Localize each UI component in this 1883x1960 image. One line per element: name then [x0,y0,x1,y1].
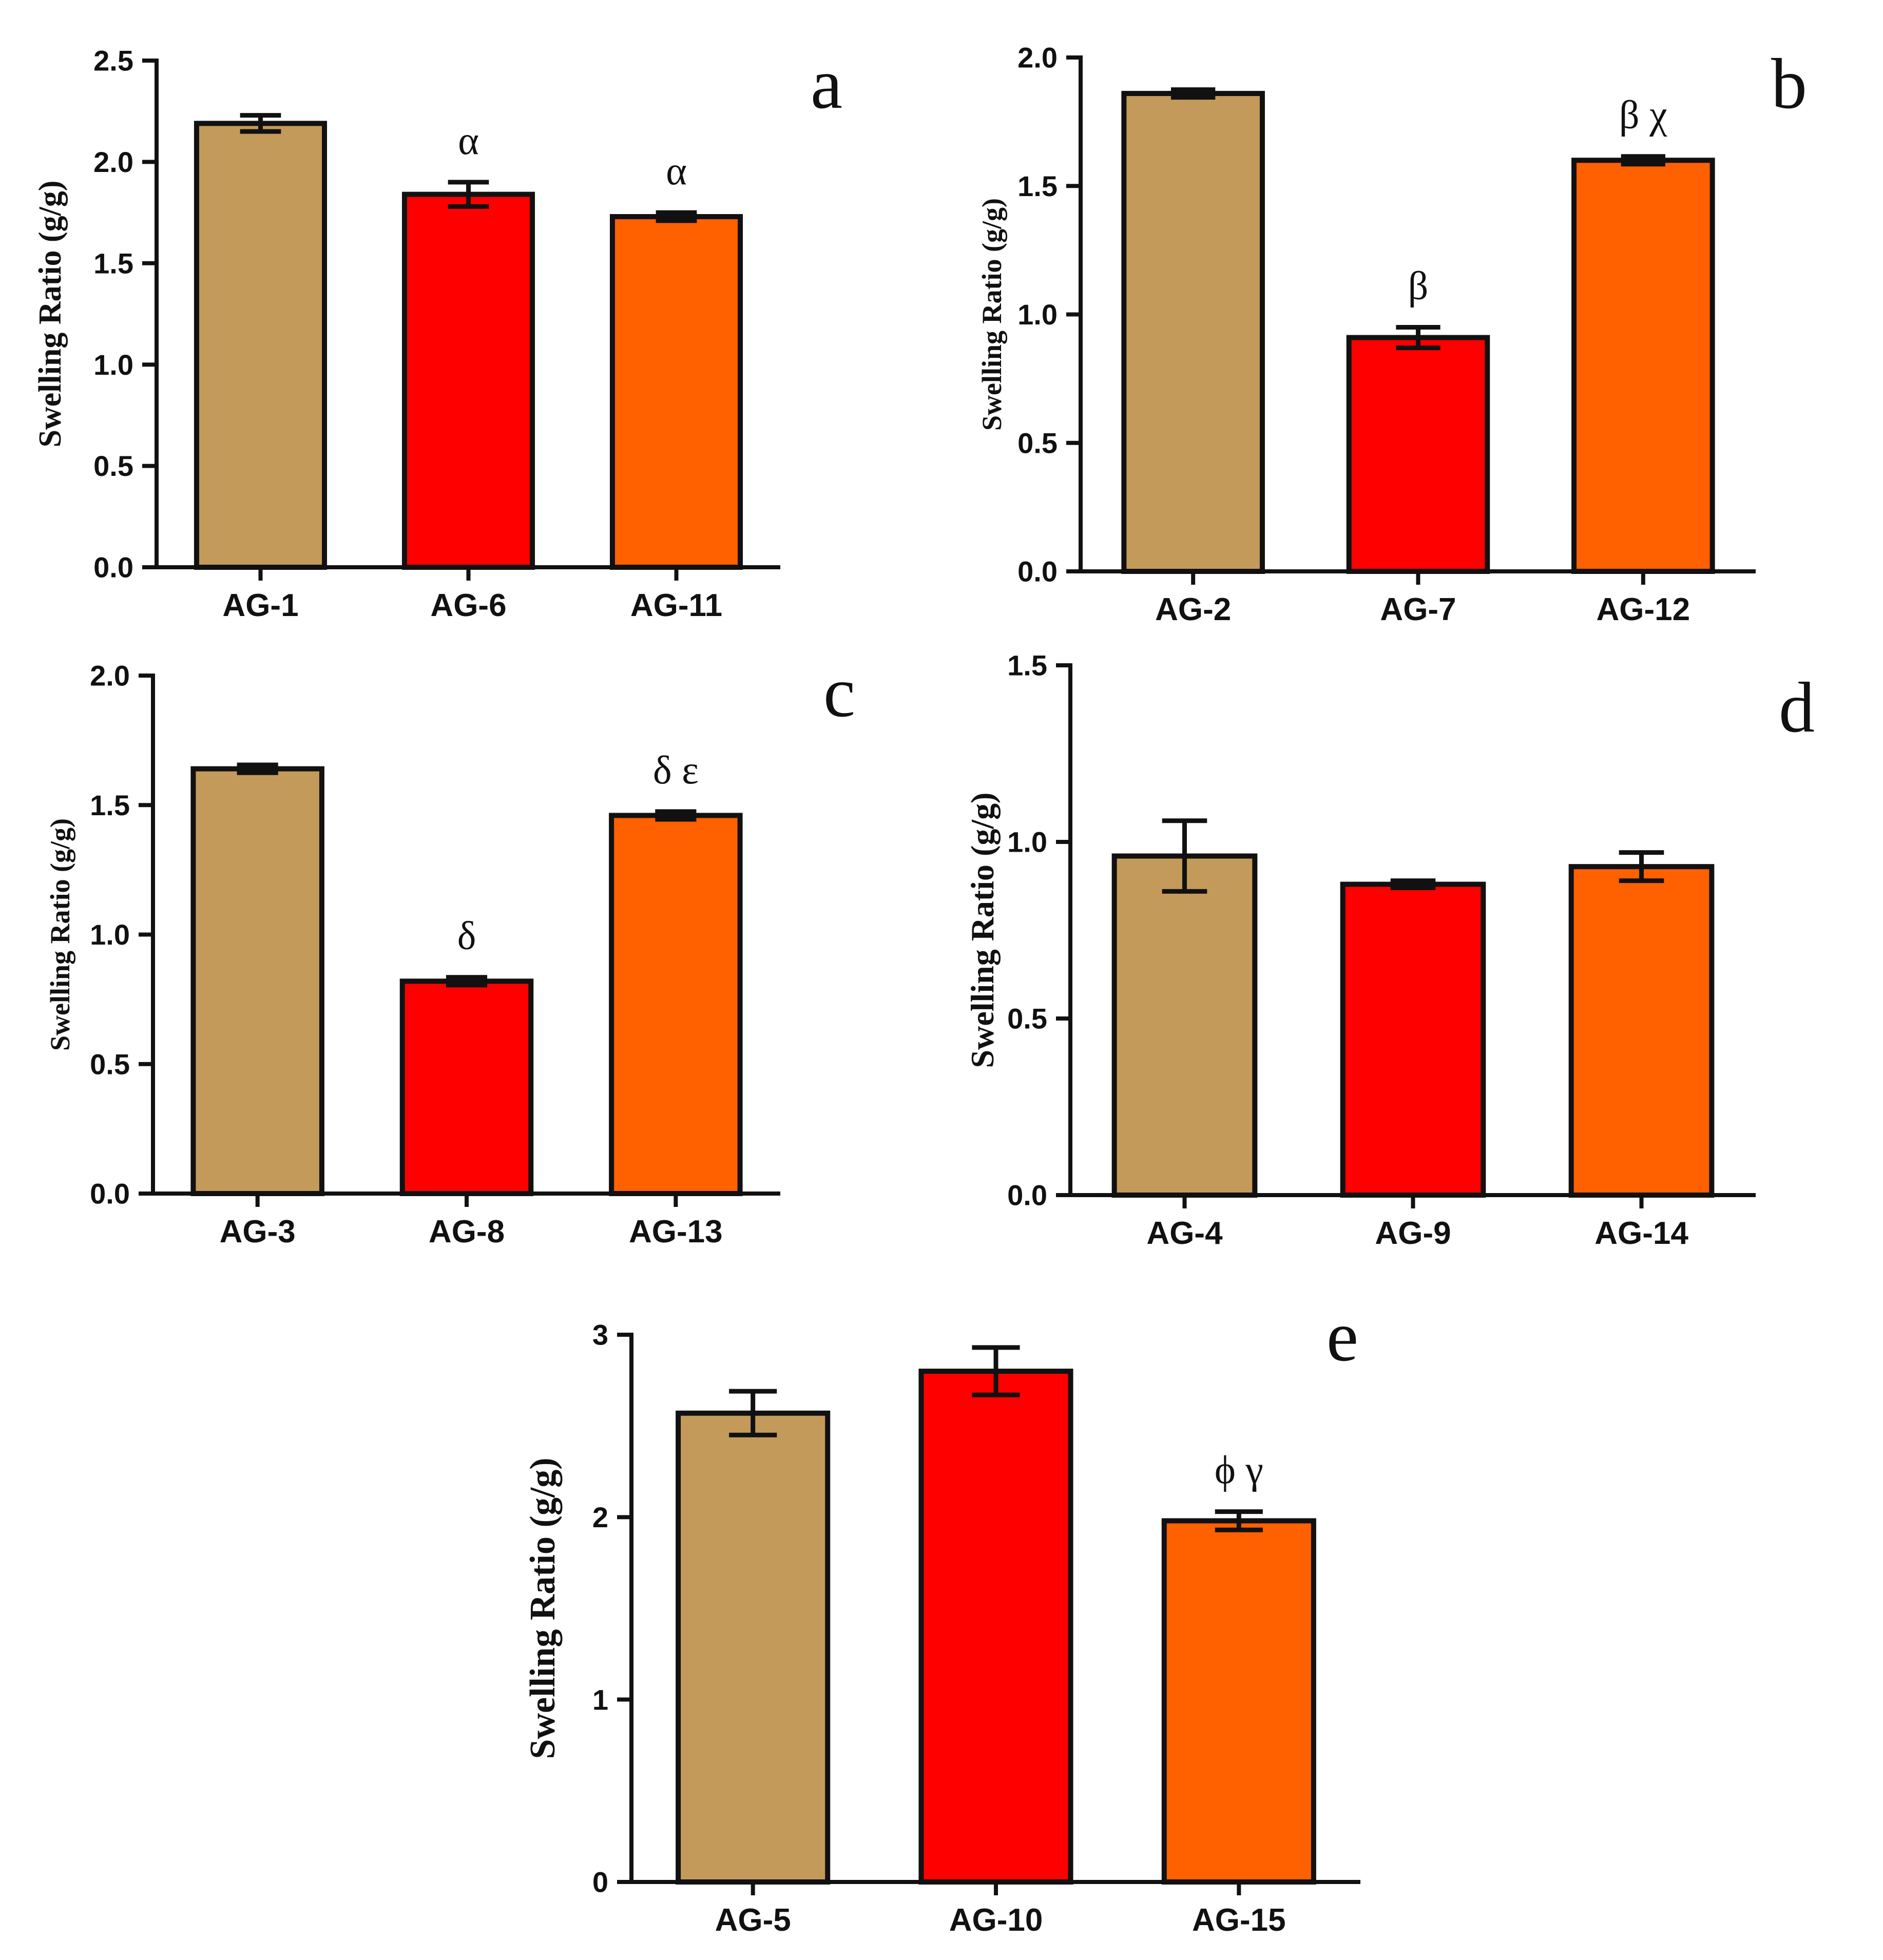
panel-b-letter: b [1771,44,1807,124]
panel-a-bar-ag-11 [609,214,743,570]
panel-a-category-label: AG-11 [630,588,722,623]
panel-c-y-tick-label: 1.0 [90,918,130,951]
panel-b-y-tick-label: 1.0 [1017,298,1058,331]
panel-e-bar-ag-5 [676,1410,831,1885]
panel-d-y-tick-label: 1.5 [1007,649,1047,682]
panel-e-letter: e [1327,1297,1358,1376]
panel-e-category-label: AG-10 [949,1903,1043,1938]
panel-a-category-label: AG-1 [222,588,298,623]
panel-b-y-tick-label: 2.0 [1017,42,1058,74]
panel-a-bar-ag-1 [194,121,328,570]
panel-d-bar-ag-9 [1340,881,1486,1198]
panel-e-bar-ag-10 [918,1369,1073,1885]
panel-a-letter: a [811,44,842,124]
panel-d-y-tick-label: 0.0 [1007,1179,1047,1212]
panel-b-y-tick-label: 0.5 [1017,427,1058,459]
panel-d-y-axis-title: Swelling Ratio (g/g) [964,793,1001,1068]
panel-a-y-tick-label: 1.0 [93,349,133,381]
panel-a-y-tick-label: 2.5 [93,45,133,77]
panel-a-y-tick-label: 1.5 [93,247,133,279]
panel-a-y-tick-label: 0.0 [93,551,133,584]
panel-c-category-label: AG-3 [220,1214,296,1250]
panel-c-bar-ag-13 [609,813,743,1197]
panel-b-significance-label: β [1408,263,1429,308]
panel-d-bar-ag-14 [1568,864,1715,1198]
panel-c-significance-label: δ ε [653,747,699,792]
panel-a-y-tick-label: 0.5 [93,450,133,482]
panel-b-y-axis-title: Swelling Ratio (g/g) [976,198,1007,431]
panel-e-y-axis-title: Swelling Ratio (g/g) [523,1457,563,1759]
panel-a-significance-label: α [458,118,479,163]
panel-c-bar-ag-3 [190,766,324,1196]
panel-b-bar-ag-12 [1571,158,1715,574]
panel-a-significance-label: α [666,148,687,193]
panel-b-significance-label: β χ [1619,92,1667,137]
panel-a-y-tick-label: 2.0 [93,146,133,178]
panel-d-category-label: AG-4 [1146,1216,1223,1251]
panel-c-y-tick-label: 1.5 [90,789,130,821]
panel-c-letter: c [823,652,855,732]
panel-c-bar-ag-8 [399,978,534,1197]
panel-b-y-tick-label: 0.0 [1017,555,1058,588]
panel-b-category-label: AG-12 [1597,592,1690,627]
panel-b-bar-ag-7 [1346,335,1490,574]
panel-e-significance-label: ϕ γ [1215,1448,1263,1492]
panel-e-y-tick-label: 2 [592,1501,608,1533]
panel-d-letter: d [1779,668,1815,747]
panel-c-y-axis-title: Swelling Ratio (g/g) [45,818,75,1051]
panel-b-category-label: AG-2 [1155,592,1231,627]
panel-c-category-label: AG-8 [429,1214,505,1250]
panel-c-y-tick-label: 0.5 [90,1048,130,1080]
panel-d-bar-ag-4 [1111,853,1258,1198]
panel-e-category-label: AG-15 [1192,1903,1286,1938]
panel-b-bar-ag-2 [1121,91,1265,574]
panel-d-y-tick-label: 1.0 [1007,826,1047,858]
panel-a-bar-ag-6 [401,191,535,570]
panel-c-y-tick-label: 0.0 [90,1178,130,1210]
panel-d-category-label: AG-14 [1594,1216,1688,1251]
panel-d-y-tick-label: 0.5 [1007,1003,1047,1035]
panel-e-y-tick-label: 3 [592,1319,608,1351]
panel-c-category-label: AG-13 [629,1214,723,1250]
panel-b-y-tick-label: 1.5 [1017,170,1058,202]
panel-e-category-label: AG-5 [715,1903,791,1938]
panel-d-category-label: AG-9 [1375,1216,1451,1251]
panel-e-y-tick-label: 0 [592,1866,608,1898]
panel-c-y-tick-label: 2.0 [90,660,130,692]
panel-a-y-axis-title: Swelling Ratio (g/g) [33,180,68,447]
panel-c-significance-label: δ [457,913,476,958]
panel-e-y-tick-label: 1 [592,1683,608,1716]
panel-e-bar-ag-15 [1161,1518,1316,1885]
panel-b-category-label: AG-7 [1380,592,1456,627]
panel-a-category-label: AG-6 [430,588,506,623]
